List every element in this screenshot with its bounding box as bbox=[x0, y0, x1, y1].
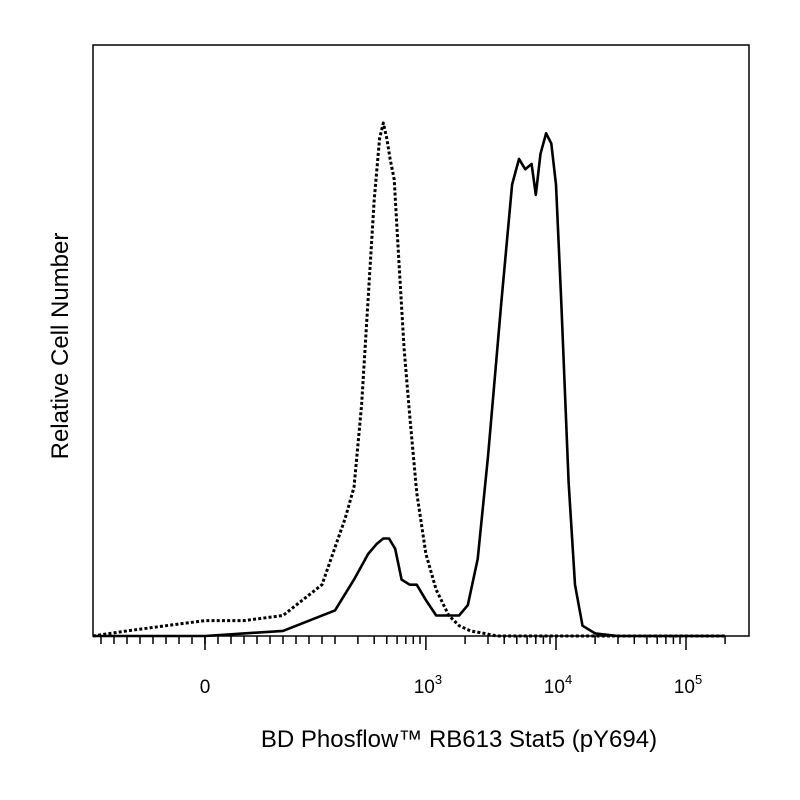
x-tick-label: 103 bbox=[414, 672, 442, 698]
series-layer bbox=[92, 121, 726, 638]
histogram-dotted-series bbox=[92, 121, 726, 638]
y-axis-title: Relative Cell Number bbox=[47, 233, 74, 460]
x-tick-label: 105 bbox=[674, 672, 702, 698]
plot-frame bbox=[92, 44, 750, 637]
x-tick-label: 0 bbox=[200, 677, 211, 698]
x-axis-title: BD Phosflow™ RB613 Stat5 (pY694) bbox=[261, 726, 657, 753]
x-axis: 0 103 104 105 bbox=[100, 636, 726, 698]
histogram-solid-series bbox=[93, 132, 726, 638]
x-tick-label: 104 bbox=[544, 672, 572, 698]
